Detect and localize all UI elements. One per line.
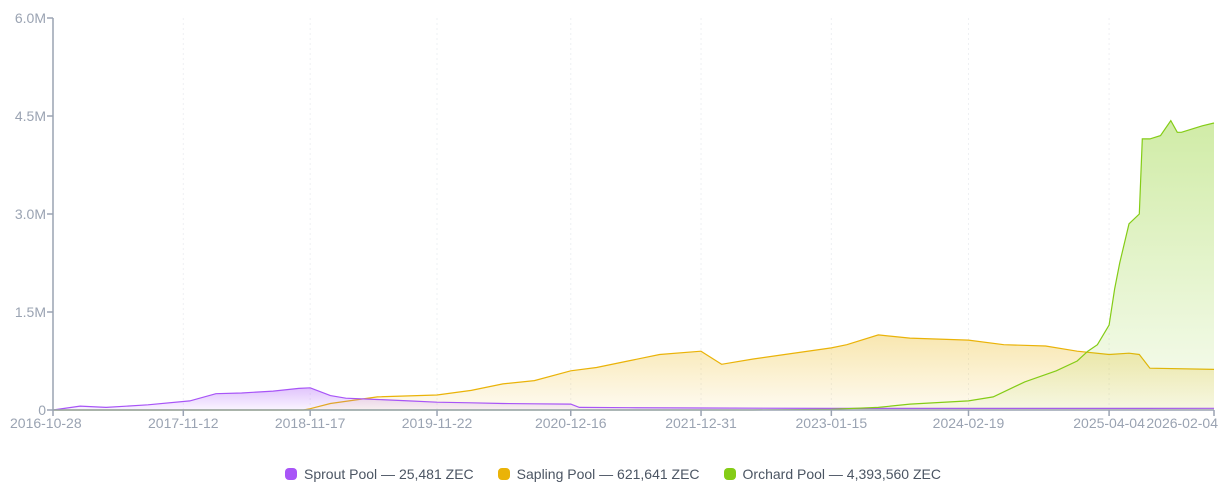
legend-item-orchard[interactable]: Orchard Pool — 4,393,560 ZEC [723, 466, 941, 482]
x-tick-label: 2018-11-17 [275, 415, 346, 431]
x-tick-label: 2026-02-04 [1146, 415, 1218, 431]
y-ticks: 0 1.5M 3.0M 4.5M 6.0M [15, 10, 53, 418]
legend-swatch-orchard [723, 468, 736, 480]
legend-label-sapling: Sapling Pool — 621,641 ZEC [516, 466, 700, 482]
x-tick-label: 2023-01-15 [796, 415, 868, 431]
x-ticks: 2016-10-28 2017-11-12 2018-11-17 2019-11-22… [10, 410, 1218, 431]
series-area-1 [53, 334, 1214, 410]
grid-lines [182, 18, 1110, 410]
legend-swatch-sapling [497, 468, 510, 480]
legend-label-sprout: Sprout Pool — 25,481 ZEC [304, 466, 474, 482]
legend-item-sapling[interactable]: Sapling Pool — 621,641 ZEC [497, 466, 700, 482]
x-tick-label: 2019-11-22 [402, 415, 473, 431]
x-tick-label: 2024-02-19 [933, 415, 1005, 431]
x-tick-label: 2020-12-16 [535, 415, 607, 431]
pool-area-chart: 01.5M3.0M4.5M6.0M 2016-10-28 2017-11-12 20… [10, 10, 1218, 431]
y-tick-label: 1.5M [15, 304, 46, 320]
legend: Sprout Pool — 25,481 ZEC Sapling Pool — … [0, 466, 1226, 482]
legend-swatch-sprout [285, 468, 297, 480]
series-area-0 [53, 387, 1214, 410]
y-tick-label: 3.0M [15, 206, 46, 222]
legend-label-orchard: Orchard Pool — 4,393,560 ZEC [742, 466, 941, 482]
series-line-0 [52, 387, 1215, 411]
series-areas [52, 119, 1215, 411]
series-area-2 [53, 120, 1214, 410]
legend-item-sprout[interactable]: Sprout Pool — 25,481 ZEC [285, 466, 474, 482]
series-line-2 [53, 119, 1215, 411]
x-tick-label: 2016-10-28 [10, 415, 82, 431]
y-tick-label: 6.0M [15, 10, 46, 26]
y-tick-label: 0 [38, 402, 46, 418]
x-tick-label: 2025-04-04 [1073, 415, 1145, 431]
x-tick-label: 2021-12-31 [665, 415, 737, 431]
y-tick-label: 4.5M [15, 108, 46, 124]
series-line-1 [53, 334, 1215, 411]
x-tick-label: 2017-11-12 [148, 415, 219, 431]
